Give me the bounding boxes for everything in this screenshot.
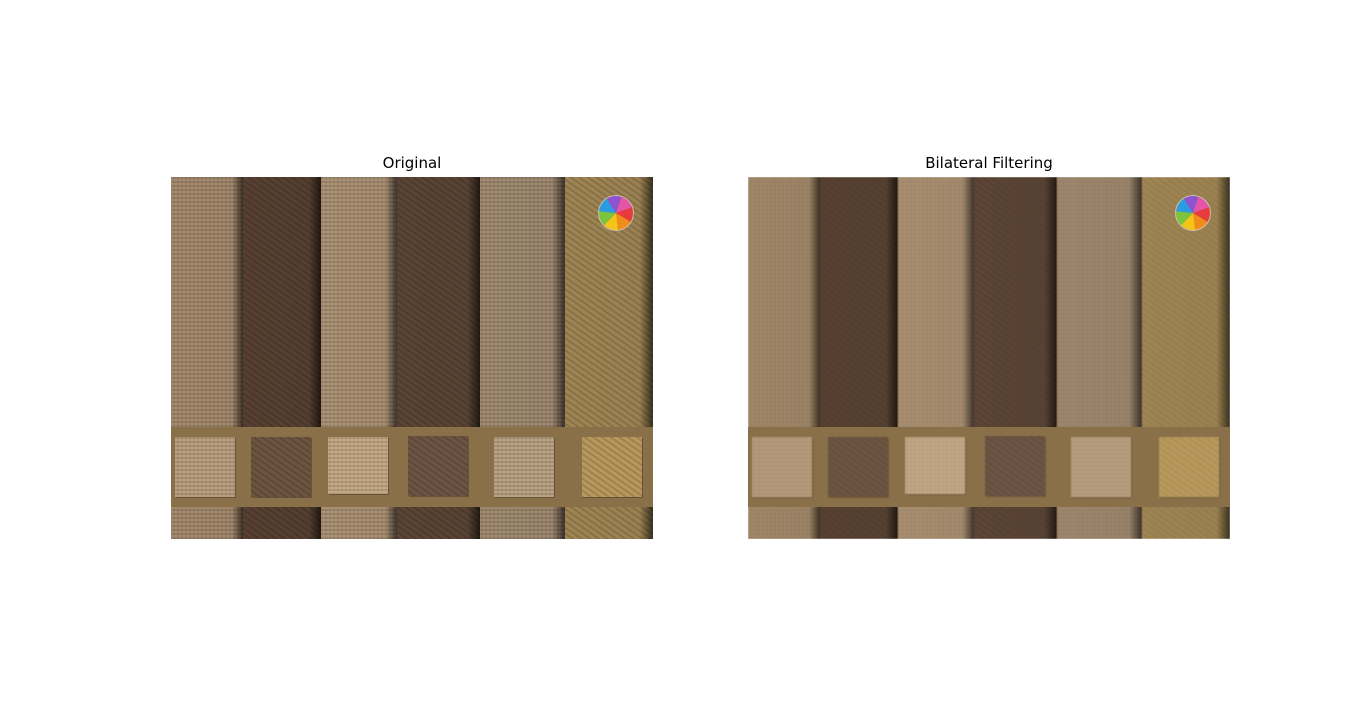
- filtered-image: [748, 177, 1230, 539]
- filtered-image-svg: [748, 177, 1230, 539]
- pinwheel-logo-icon: [598, 195, 634, 231]
- original-panel: Original: [171, 150, 653, 539]
- filtered-panel: Bilateral Filtering: [748, 150, 1230, 539]
- original-title: Original: [382, 154, 442, 172]
- pinwheel-logo-icon: [1175, 195, 1211, 231]
- fabric-swatches: [752, 436, 1220, 498]
- original-image: [171, 177, 653, 539]
- original-image-svg: [171, 177, 653, 539]
- fabric-swatches: [175, 436, 643, 498]
- filtered-title: Bilateral Filtering: [925, 154, 1053, 172]
